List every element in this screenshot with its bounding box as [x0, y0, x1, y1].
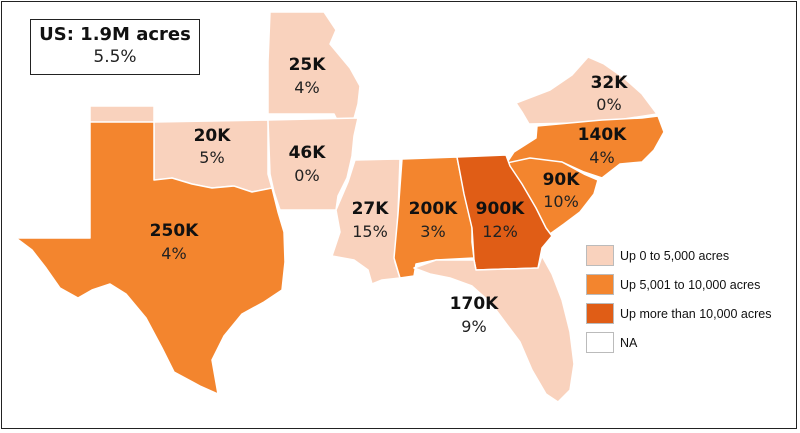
state-tx	[15, 121, 286, 395]
legend-swatch-na	[586, 332, 614, 353]
label-ok-value: 20K	[194, 126, 232, 146]
label-ar: 46K 0%	[289, 143, 327, 185]
label-al-value: 200K	[409, 199, 458, 219]
legend-item-low: Up 0 to 5,000 acres	[586, 244, 771, 267]
label-ms: 27K 15%	[352, 199, 390, 241]
label-tx-pct: 4%	[161, 244, 186, 263]
state-ar	[267, 117, 359, 211]
legend-swatch-mid	[586, 274, 614, 295]
label-fl-value: 170K	[450, 294, 499, 314]
state-la	[279, 209, 373, 301]
label-mo: 25K 4%	[289, 55, 327, 97]
label-ga-pct: 12%	[482, 222, 518, 241]
label-ok-pct: 5%	[199, 148, 224, 167]
label-ms-pct: 15%	[352, 222, 388, 241]
legend-item-high: Up more than 10,000 acres	[586, 302, 771, 325]
label-mo-pct: 4%	[294, 78, 319, 97]
legend-swatch-low	[586, 245, 614, 266]
label-nc: 140K 4%	[578, 125, 627, 167]
label-tx-value: 250K	[150, 221, 199, 241]
legend-label-low: Up 0 to 5,000 acres	[620, 248, 730, 263]
label-va-value: 32K	[591, 73, 629, 93]
legend-label-mid: Up 5,001 to 10,000 acres	[620, 277, 761, 292]
state-va	[515, 56, 658, 125]
label-sc-pct: 10%	[543, 192, 579, 211]
legend-label-high: Up more than 10,000 acres	[620, 306, 772, 321]
label-nc-pct: 4%	[589, 148, 614, 167]
legend-item-na: NA	[586, 331, 771, 354]
legend-item-mid: Up 5,001 to 10,000 acres	[586, 273, 771, 296]
us-summary-box: US: 1.9M acres 5.5%	[30, 19, 200, 75]
label-sc: 90K 10%	[543, 170, 581, 211]
label-va: 32K 0%	[591, 73, 629, 114]
label-va-pct: 0%	[596, 95, 621, 114]
label-ga: 900K 12%	[476, 199, 525, 241]
label-fl: 170K 9%	[450, 294, 499, 336]
us-summary-pct: 5.5%	[93, 47, 137, 67]
label-ok: 20K 5%	[194, 126, 232, 167]
label-mo-value: 25K	[289, 55, 327, 75]
legend-label-na: NA	[620, 335, 638, 350]
label-fl-pct: 9%	[461, 317, 486, 336]
state-ga	[456, 154, 553, 271]
label-ms-value: 27K	[352, 199, 390, 219]
state-fl	[413, 255, 575, 403]
label-ar-pct: 0%	[294, 166, 319, 185]
state-mo	[267, 11, 361, 127]
label-ga-value: 900K	[476, 199, 525, 219]
label-tx: 250K 4%	[150, 221, 199, 263]
legend: Up 0 to 5,000 acres Up 5,001 to 10,000 a…	[586, 244, 771, 360]
label-sc-value: 90K	[543, 170, 581, 190]
us-summary-title: US: 1.9M acres	[39, 24, 191, 45]
legend-swatch-high	[586, 303, 614, 324]
state-nc	[505, 115, 665, 179]
label-nc-value: 140K	[578, 125, 627, 145]
label-al: 200K 3%	[409, 199, 458, 241]
label-al-pct: 3%	[420, 222, 445, 241]
label-ar-value: 46K	[289, 143, 327, 163]
